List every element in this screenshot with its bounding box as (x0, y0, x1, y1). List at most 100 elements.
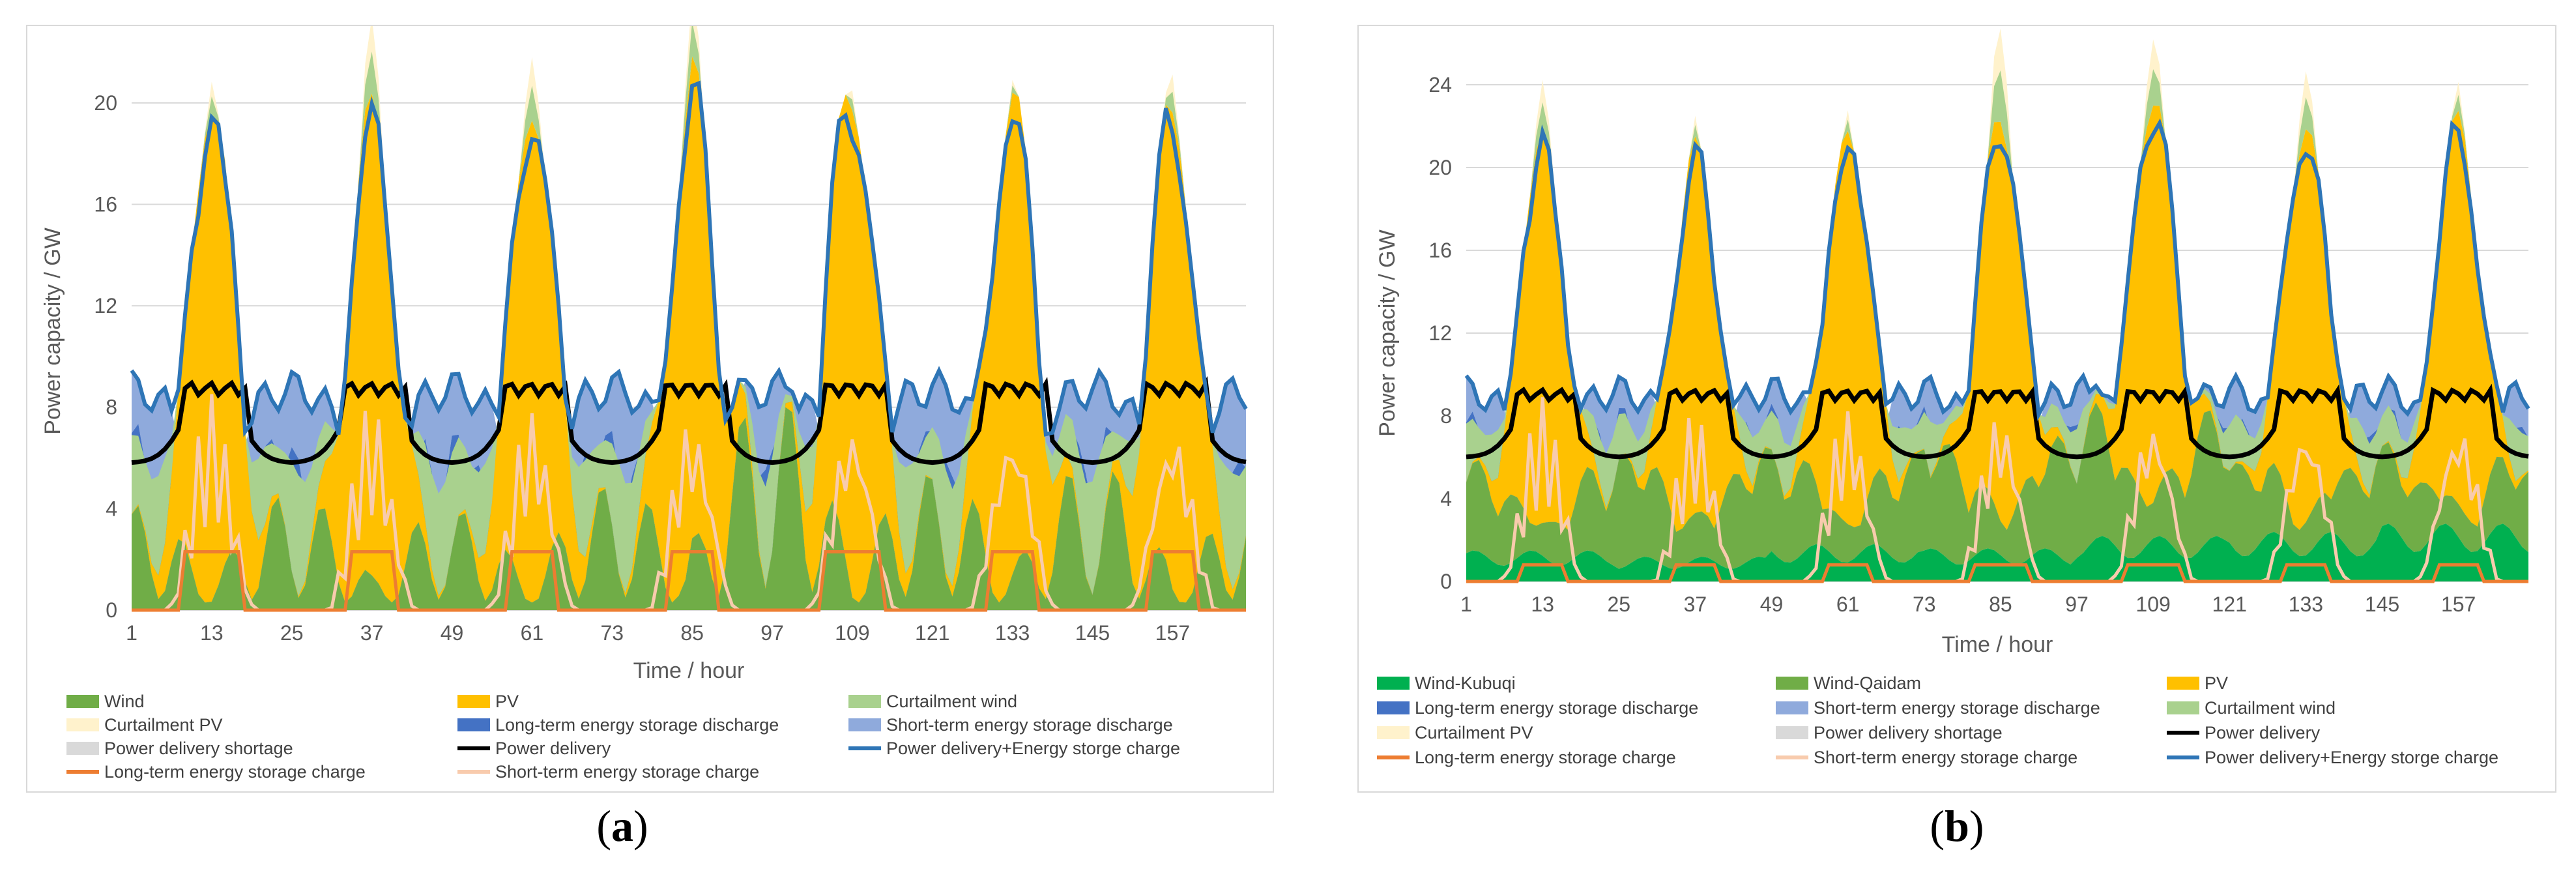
legend-swatch (1377, 677, 1410, 690)
legend-label: Long-term energy storage charge (104, 762, 366, 782)
legend-label: Curtailment wind (2205, 698, 2336, 718)
area-wind-qaidam (1466, 402, 2528, 569)
y-tick-label: 12 (1428, 321, 1452, 345)
x-tick-label: 85 (1989, 593, 2012, 616)
x-tick-label: 25 (280, 621, 304, 645)
chart-b: 0 4 8 12 16 20 24 1 13 25 37 49 61 73 85 97 109 121 133 145… (1375, 28, 2530, 767)
legend-label: Curtailment PV (1415, 723, 1533, 742)
x-tick-label: 133 (2289, 593, 2323, 616)
x-tick-label: 97 (760, 621, 784, 645)
legend-label: PV (495, 692, 519, 711)
x-tick-label: 109 (835, 621, 869, 645)
y-tick-label: 24 (1428, 73, 1452, 96)
legend-swatch (1377, 726, 1410, 739)
legend-swatch (2167, 701, 2199, 714)
line-power-delivery-storage-charge (1464, 118, 2530, 421)
legend-label: Wind-Kubuqi (1415, 673, 1516, 693)
x-tick-label: 121 (915, 621, 949, 645)
legend-label: Curtailment wind (886, 692, 1017, 711)
x-tick-label: 49 (1760, 593, 1784, 616)
caption-b-letter: b (1945, 801, 1969, 851)
y-tick-label: 20 (94, 91, 117, 115)
y-tick-label: 16 (94, 192, 117, 216)
x-tick-label: 145 (2365, 593, 2399, 616)
area-wind (132, 407, 1246, 610)
x-tick-label: 73 (1913, 593, 1936, 616)
line-power-delivery (131, 376, 1247, 465)
x-tick-label: 25 (1607, 593, 1630, 616)
x-tick-label: 157 (2441, 593, 2476, 616)
y-axis-title: Power capacity / GW (1375, 229, 1400, 436)
x-tick-label: 1 (126, 621, 137, 645)
legend-swatch (1776, 701, 1808, 714)
legend-swatch (457, 695, 490, 708)
x-tick-label: 133 (995, 621, 1030, 645)
legend-label: Wind-Qaidam (1814, 673, 1921, 693)
y-tick-label: 16 (1428, 239, 1452, 262)
legend-label: Short-term energy storage charge (495, 762, 759, 782)
legend-swatch (848, 695, 881, 708)
x-tick-label: 61 (1836, 593, 1860, 616)
legend-label: Power delivery+Energy storge charge (886, 739, 1180, 758)
x-axis-title: Time / hour (633, 658, 745, 683)
y-tick-label: 8 (1440, 404, 1452, 428)
y-tick-label: 4 (106, 497, 117, 520)
legend-label: Power delivery shortage (1814, 723, 2003, 742)
legend-label: Power delivery (495, 739, 611, 758)
legend-swatch (1776, 726, 1808, 739)
area-short-term-discharge (1466, 375, 2528, 509)
x-tick-label: 49 (441, 621, 464, 645)
x-tick-label: 109 (2135, 593, 2170, 616)
y-tick-label: 0 (106, 598, 117, 622)
area-pv (132, 56, 1246, 603)
x-tick-label: 13 (1531, 593, 1554, 616)
line-power-delivery-storage-charge (130, 80, 1248, 437)
y-tick-label: 20 (1428, 156, 1452, 179)
legend-label: Wind (104, 692, 145, 711)
legend-swatch (66, 695, 99, 708)
x-tick-label: 13 (200, 621, 224, 645)
legend-label: Power delivery+Energy storge charge (2205, 748, 2498, 767)
legend-label: Short-term energy storage discharge (1814, 698, 2100, 718)
x-tick-label: 37 (360, 621, 384, 645)
legend-swatch (848, 718, 881, 731)
legend-label: Long-term energy storage discharge (495, 715, 779, 735)
legend-swatch (1377, 701, 1410, 714)
x-tick-label: 73 (600, 621, 624, 645)
caption-a: (a) (596, 801, 648, 851)
line-long-term-charge (132, 550, 1246, 612)
y-tick-label: 8 (106, 396, 117, 419)
chart-panel-a: 0 4 8 12 16 20 1 13 25 37 49 61 73 85 97 109 121 133 145 15… (26, 25, 1274, 793)
line-power-delivery (1466, 383, 2529, 460)
x-tick-label: 121 (2212, 593, 2247, 616)
y-tick-label: 0 (1440, 570, 1452, 593)
x-tick-label: 61 (521, 621, 544, 645)
y-tick-label: 12 (94, 294, 117, 317)
legend-label: Curtailment PV (104, 715, 223, 735)
legend-label: Short-term energy storage discharge (886, 715, 1173, 735)
caption-a-letter: a (611, 801, 633, 851)
legend-label: PV (2205, 673, 2228, 693)
x-tick-label: 1 (1460, 593, 1472, 616)
x-tick-label: 157 (1155, 621, 1190, 645)
line-long-term-charge (1466, 563, 2528, 583)
x-tick-label: 37 (1684, 593, 1707, 616)
legend-swatch (1776, 677, 1808, 690)
legend-swatch (66, 742, 99, 755)
legend-swatch (457, 718, 490, 731)
legend-label: Short-term energy storage charge (1814, 748, 2077, 767)
chart-a: 0 4 8 12 16 20 1 13 25 37 49 61 73 85 97 109 121 133 145 15… (40, 26, 1248, 782)
legend-label: Power delivery (2205, 723, 2321, 742)
x-tick-label: 97 (2065, 593, 2089, 616)
caption-b: (b) (1930, 801, 1984, 851)
area-short-term-discharge (132, 370, 1246, 565)
y-axis-title: Power capacity / GW (40, 227, 65, 434)
area-wind-kubuqi (1466, 523, 2528, 581)
legend-label: Power delivery shortage (104, 739, 293, 758)
legend-label: Long-term energy storage charge (1415, 748, 1676, 767)
x-tick-label: 145 (1075, 621, 1110, 645)
area-curtailment-wind (132, 26, 1246, 596)
x-tick-label: 85 (680, 621, 704, 645)
legend-label: Long-term energy storage discharge (1415, 698, 1698, 718)
x-axis-title: Time / hour (1942, 632, 2053, 657)
